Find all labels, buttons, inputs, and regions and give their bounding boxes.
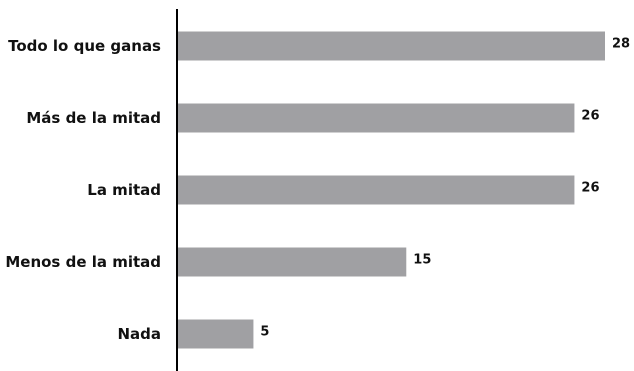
value-label: 26 xyxy=(581,109,599,124)
bar xyxy=(177,31,605,61)
bar xyxy=(177,319,254,349)
value-labels-group: 28 26 26 15 5 xyxy=(260,37,630,340)
category-label: Menos de la mitad xyxy=(5,253,161,271)
category-label: Más de la mitad xyxy=(26,109,161,127)
bar xyxy=(177,175,575,205)
category-label: Todo lo que ganas xyxy=(8,37,161,55)
category-label: La mitad xyxy=(87,181,161,199)
category-labels-group: Todo lo que ganas Más de la mitad La mitad… xyxy=(5,37,161,343)
bar xyxy=(177,247,407,277)
value-label: 26 xyxy=(581,181,599,196)
value-label: 15 xyxy=(413,253,431,268)
category-label: Nada xyxy=(117,325,161,343)
value-label: 28 xyxy=(612,37,630,52)
value-label: 5 xyxy=(260,325,269,340)
bars-group xyxy=(177,31,605,349)
bar xyxy=(177,103,575,133)
